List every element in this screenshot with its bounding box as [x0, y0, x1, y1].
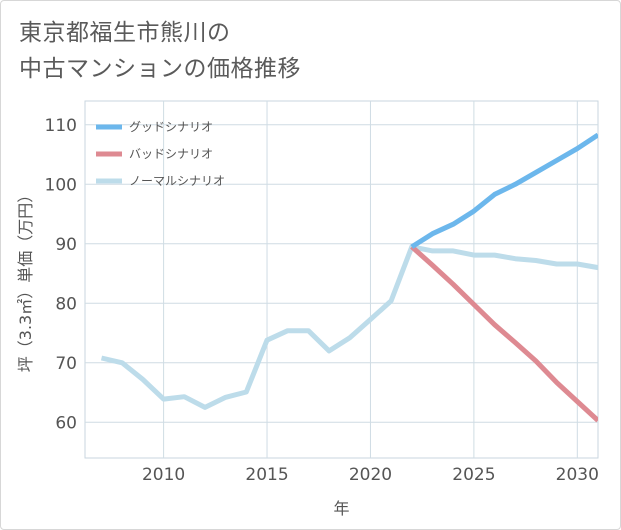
plot-area: [84, 100, 599, 459]
y-tick-label: 110: [45, 116, 77, 136]
y-axis-title: 坪（3.3㎡）単価（万円）: [16, 187, 35, 372]
axis-titles: 年 坪（3.3㎡）単価（万円）: [16, 187, 350, 518]
x-axis-title: 年: [333, 499, 349, 518]
title-line-2: 中古マンションの価格推移: [19, 56, 301, 82]
title-line-1: 東京都福生市熊川の: [19, 20, 231, 46]
legend-label-2: ノーマルシナリオ: [129, 174, 225, 188]
y-tick-label: 100: [45, 175, 77, 195]
legend-label-1: バッドシナリオ: [129, 147, 213, 161]
y-tick-label: 90: [55, 235, 77, 255]
series-line-2: [100, 244, 598, 410]
series-line-0: [410, 132, 598, 249]
y-tick-label: 80: [55, 294, 77, 314]
x-tick-label: 2025: [452, 465, 495, 485]
x-tick-label: 2010: [142, 465, 185, 485]
x-tick-label: 2015: [245, 465, 288, 485]
series-line-1: [410, 244, 598, 423]
x-tick-label: 2030: [556, 465, 599, 485]
page-title: 東京都福生市熊川の 中古マンションの価格推移: [19, 15, 579, 87]
legend-label-0: グッドシナリオ: [129, 120, 213, 134]
x-tick-label: 2020: [349, 465, 392, 485]
series-lines: [100, 132, 598, 423]
tick-labels: 60 70 80 90 100 110 2010 2015 2020 2025 2030: [45, 116, 599, 485]
y-tick-label: 70: [55, 354, 77, 374]
y-tick-label: 60: [55, 413, 77, 433]
